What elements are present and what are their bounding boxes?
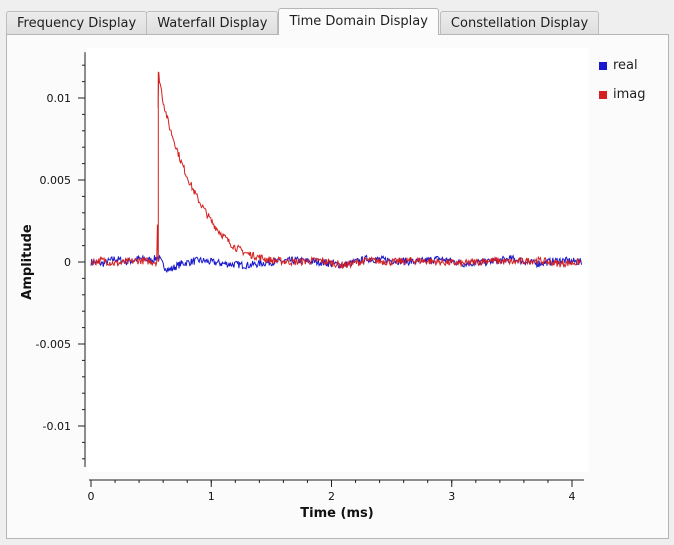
x-tick-label: 0 — [88, 490, 95, 503]
x-axis-label: Time (ms) — [300, 506, 373, 521]
x-tick-label: 4 — [569, 490, 576, 503]
legend-item-imag[interactable]: imag — [599, 80, 646, 109]
y-axis: 0.01 0.005 0 -0.005 -0.01 — [36, 52, 86, 467]
legend-swatch-imag — [599, 90, 607, 99]
y-tick-label: 0.005 — [40, 174, 72, 187]
series-imag-line — [90, 71, 582, 270]
x-axis: 0 1 2 3 4 — [88, 479, 585, 503]
y-tick-label: 0 — [64, 256, 71, 269]
y-tick-label: 0.01 — [47, 92, 72, 105]
x-tick-label: 1 — [208, 490, 215, 503]
tab-waterfall-display[interactable]: Waterfall Display — [146, 11, 279, 35]
legend-swatch-real — [599, 61, 607, 70]
y-axis-label: Amplitude — [20, 224, 35, 300]
y-tick-label: -0.01 — [43, 420, 71, 433]
chart-legend: real imag — [599, 51, 646, 109]
y-tick-label: -0.005 — [36, 338, 71, 351]
legend-label-imag: imag — [613, 87, 646, 102]
x-tick-label: 3 — [448, 490, 455, 503]
legend-label-real: real — [613, 58, 638, 73]
tab-frequency-display[interactable]: Frequency Display — [6, 11, 148, 35]
tab-constellation-display[interactable]: Constellation Display — [439, 11, 600, 35]
series-layer — [90, 71, 583, 274]
legend-item-real[interactable]: real — [599, 51, 646, 80]
tab-bar: Frequency Display Waterfall Display Time… — [6, 8, 600, 35]
tab-time-domain-display[interactable]: Time Domain Display — [278, 8, 439, 35]
x-tick-label: 2 — [328, 490, 335, 503]
